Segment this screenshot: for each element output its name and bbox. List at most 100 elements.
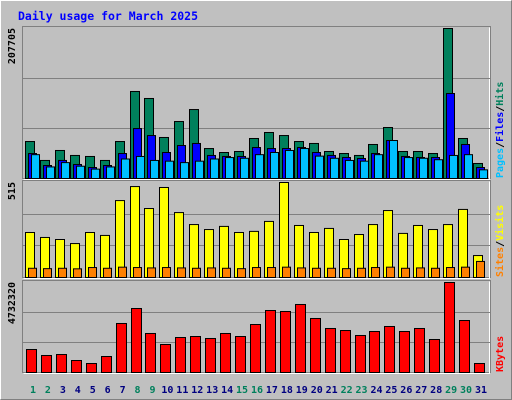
bar bbox=[177, 267, 186, 279]
x-tick-label: 28 bbox=[430, 385, 442, 396]
bar bbox=[144, 208, 154, 278]
bar bbox=[180, 162, 189, 179]
bar bbox=[73, 268, 82, 279]
bar bbox=[285, 149, 294, 180]
x-tick-label: 20 bbox=[311, 385, 323, 396]
bar bbox=[280, 310, 291, 373]
chart-title: Daily usage for March 2025 bbox=[18, 9, 198, 23]
bar bbox=[474, 363, 485, 374]
bar bbox=[476, 260, 485, 278]
bar bbox=[401, 267, 410, 279]
bar bbox=[106, 166, 115, 179]
bar bbox=[295, 303, 306, 374]
bar bbox=[103, 267, 112, 279]
x-tick-label: 23 bbox=[356, 385, 368, 396]
bar bbox=[115, 200, 125, 278]
bar bbox=[282, 266, 291, 278]
x-tick-label: 22 bbox=[341, 385, 353, 396]
bar bbox=[330, 157, 339, 179]
bar bbox=[210, 158, 219, 179]
panel-bevel bbox=[23, 181, 490, 279]
x-tick-label: 18 bbox=[281, 385, 293, 396]
x-tick-label: 24 bbox=[370, 385, 382, 396]
bar bbox=[101, 356, 112, 374]
legend: Sites/Visits bbox=[494, 205, 506, 277]
bar bbox=[56, 354, 67, 373]
bar bbox=[371, 267, 380, 279]
bar bbox=[160, 344, 171, 374]
bar bbox=[369, 330, 380, 373]
bar bbox=[150, 159, 159, 179]
bar bbox=[389, 140, 398, 179]
x-tick-label: 16 bbox=[251, 385, 263, 396]
bar bbox=[404, 157, 413, 180]
bar bbox=[399, 330, 410, 373]
bar bbox=[252, 267, 261, 279]
bar bbox=[235, 335, 246, 373]
bar bbox=[162, 267, 171, 279]
bar bbox=[419, 157, 428, 179]
legend-separator: / bbox=[495, 142, 506, 148]
bar bbox=[340, 330, 351, 373]
x-tick-label: 9 bbox=[149, 385, 155, 396]
x-tick-label: 29 bbox=[445, 385, 457, 396]
x-tick-label: 27 bbox=[415, 385, 427, 396]
x-tick-label: 12 bbox=[191, 385, 203, 396]
x-tick-label: 3 bbox=[60, 385, 66, 396]
bar bbox=[270, 152, 279, 179]
x-tick-label: 1 bbox=[30, 385, 36, 396]
legend: Pages/Files/Hits bbox=[494, 82, 506, 178]
bar bbox=[431, 267, 440, 279]
bar bbox=[225, 157, 234, 180]
bar bbox=[131, 308, 142, 373]
bar bbox=[28, 267, 37, 279]
bar bbox=[300, 148, 309, 179]
bar bbox=[429, 339, 440, 374]
bar bbox=[345, 159, 354, 179]
bar bbox=[315, 155, 324, 179]
bar bbox=[220, 332, 231, 374]
x-tick-label: 13 bbox=[206, 385, 218, 396]
x-tick-label: 19 bbox=[296, 385, 308, 396]
bar bbox=[327, 267, 336, 279]
bar bbox=[464, 154, 473, 179]
x-tick-label: 4 bbox=[75, 385, 81, 396]
bar bbox=[205, 337, 216, 374]
bar bbox=[133, 267, 142, 279]
bar bbox=[165, 160, 174, 179]
bar bbox=[61, 162, 70, 179]
legend-entry: Pages bbox=[495, 148, 506, 178]
bar bbox=[58, 267, 67, 279]
bar bbox=[255, 154, 264, 179]
bar bbox=[265, 310, 276, 374]
legend-entry: Visits bbox=[494, 205, 506, 241]
bar bbox=[222, 267, 231, 279]
bar bbox=[31, 154, 40, 179]
bar bbox=[459, 320, 470, 374]
bar bbox=[386, 266, 395, 278]
bar bbox=[360, 160, 369, 179]
x-tick-label: 6 bbox=[105, 385, 111, 396]
bar bbox=[357, 267, 366, 279]
bar bbox=[240, 157, 249, 179]
bar bbox=[384, 325, 395, 374]
bar bbox=[434, 159, 443, 180]
bar bbox=[195, 160, 204, 179]
bar bbox=[91, 168, 100, 179]
x-tick-label: 14 bbox=[221, 385, 233, 396]
bar bbox=[207, 267, 216, 279]
bar bbox=[118, 266, 127, 278]
bar bbox=[190, 335, 201, 373]
bar bbox=[192, 267, 201, 279]
bar bbox=[297, 267, 306, 279]
bar bbox=[86, 363, 97, 374]
bar bbox=[279, 182, 289, 278]
bar bbox=[267, 267, 276, 279]
bar bbox=[374, 154, 383, 179]
x-tick-label: 31 bbox=[475, 385, 487, 396]
bar bbox=[159, 186, 169, 278]
bar bbox=[444, 282, 455, 373]
bar bbox=[88, 267, 97, 279]
